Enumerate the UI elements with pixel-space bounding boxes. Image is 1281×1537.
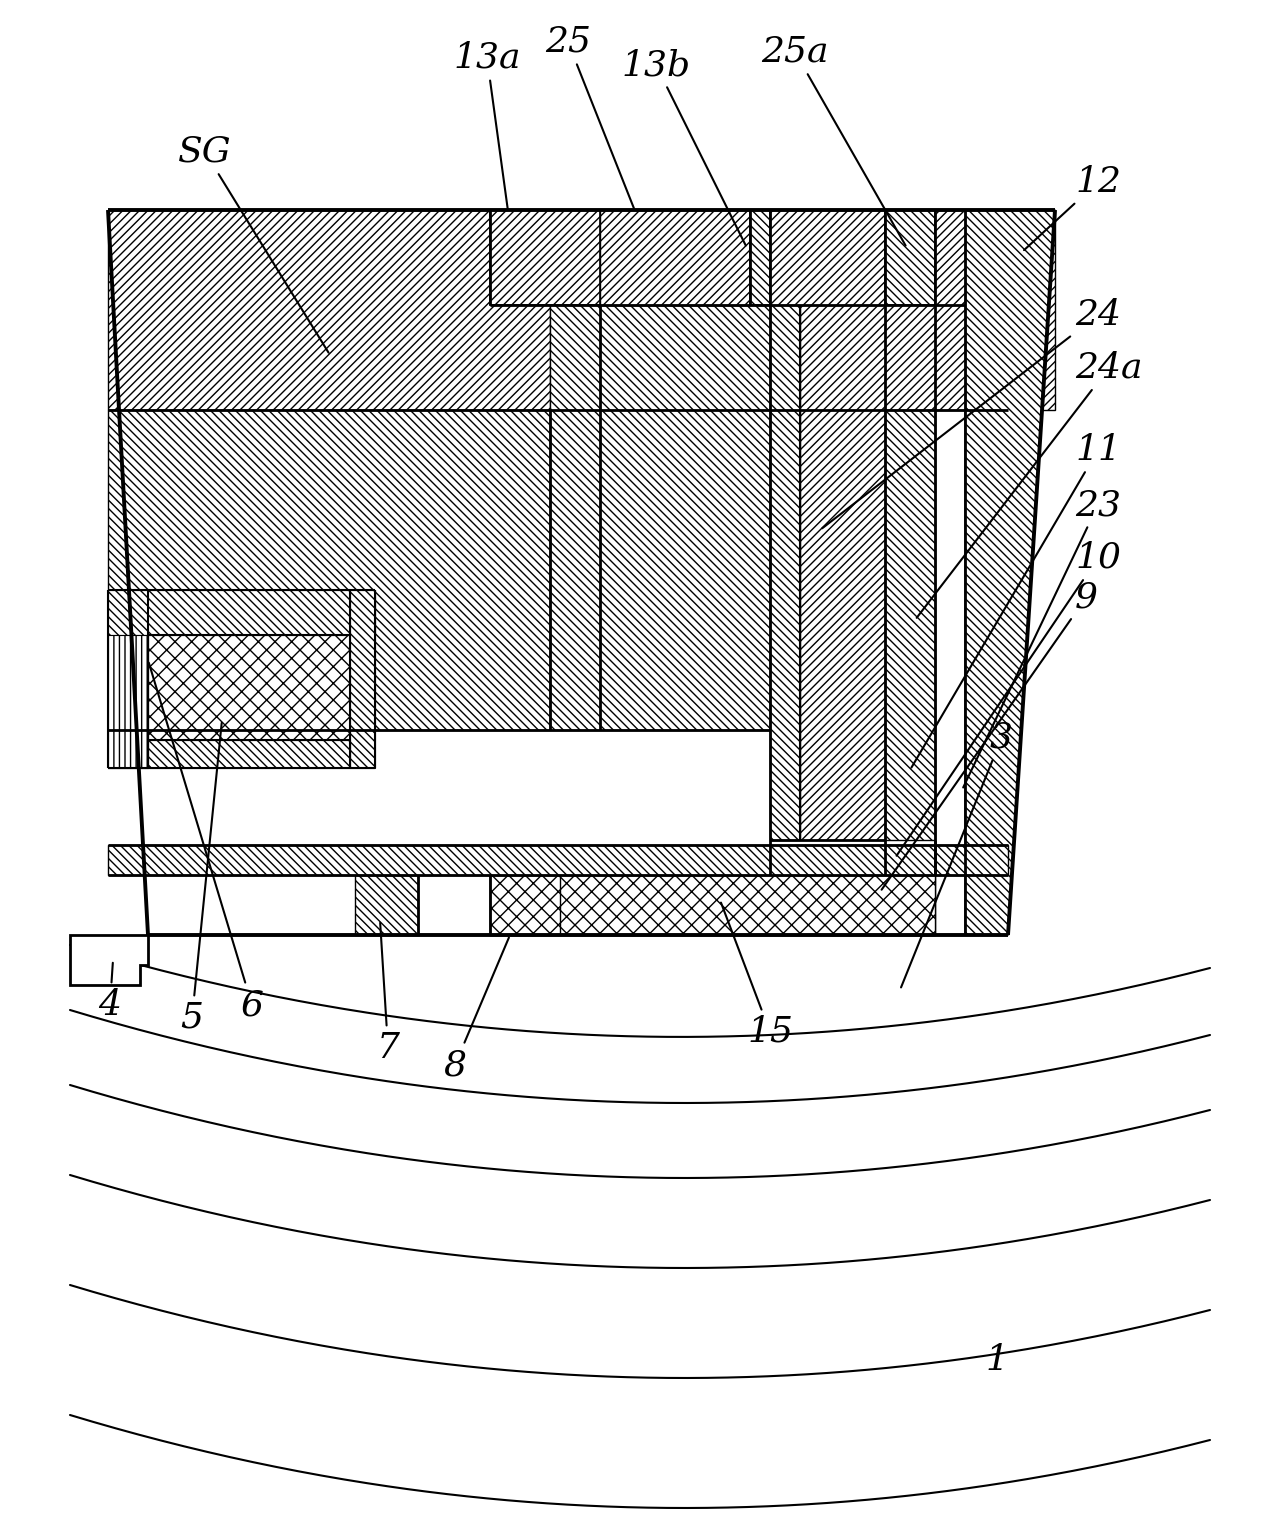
Polygon shape [550, 304, 770, 730]
Polygon shape [770, 211, 965, 410]
Polygon shape [600, 211, 749, 304]
Polygon shape [108, 590, 375, 635]
Polygon shape [965, 211, 1056, 934]
Polygon shape [108, 410, 550, 730]
Polygon shape [560, 875, 935, 934]
Polygon shape [491, 211, 600, 304]
Polygon shape [350, 590, 375, 768]
Polygon shape [770, 304, 801, 841]
Text: 13b: 13b [621, 48, 746, 246]
Polygon shape [108, 211, 1056, 934]
Text: 15: 15 [721, 902, 793, 1048]
Text: 8: 8 [443, 938, 509, 1082]
Text: 1: 1 [985, 1343, 1008, 1377]
Text: 11: 11 [911, 433, 1121, 767]
Text: 24a: 24a [917, 350, 1143, 618]
Text: 4: 4 [99, 962, 122, 1022]
Polygon shape [149, 635, 350, 739]
Polygon shape [550, 304, 770, 410]
Polygon shape [108, 211, 770, 410]
Polygon shape [149, 739, 350, 768]
Text: 13a: 13a [453, 41, 521, 207]
Text: 23: 23 [963, 489, 1121, 787]
Polygon shape [801, 304, 885, 841]
Polygon shape [885, 211, 935, 304]
Text: 3: 3 [901, 721, 1013, 987]
Text: 5: 5 [181, 722, 222, 1034]
Polygon shape [749, 211, 770, 304]
Polygon shape [491, 875, 560, 934]
Polygon shape [355, 875, 418, 934]
Text: 12: 12 [1024, 164, 1121, 251]
Text: 6: 6 [149, 662, 264, 1022]
Text: 25: 25 [544, 25, 634, 209]
Polygon shape [108, 635, 149, 768]
Polygon shape [108, 590, 149, 768]
Text: 25a: 25a [761, 35, 906, 246]
Text: 10: 10 [897, 541, 1121, 856]
Polygon shape [491, 875, 935, 934]
Text: SG: SG [178, 135, 328, 352]
Polygon shape [885, 410, 935, 841]
Text: 9: 9 [881, 579, 1098, 890]
Text: 7: 7 [377, 922, 400, 1065]
Polygon shape [108, 845, 1008, 875]
Text: 24: 24 [822, 298, 1121, 529]
Polygon shape [70, 934, 149, 985]
Polygon shape [965, 211, 1056, 410]
